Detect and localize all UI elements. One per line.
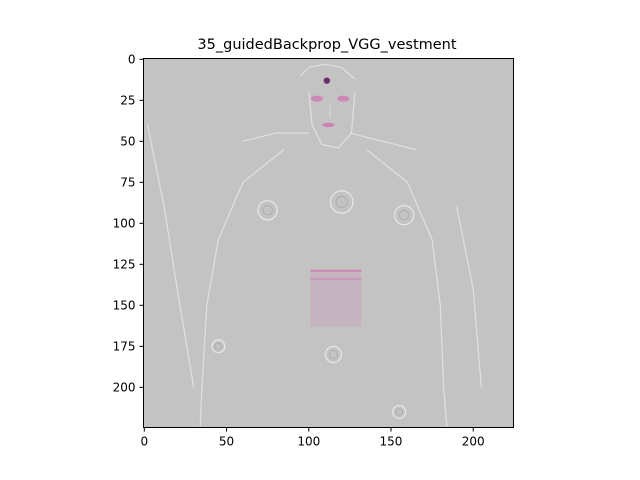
y-tick-label: 125: [113, 257, 136, 271]
y-tick-label: 100: [113, 216, 136, 230]
x-tick-label: 150: [380, 435, 403, 449]
x-tick-label: 50: [219, 435, 234, 449]
figure-title: 35_guidedBackprop_VGG_vestment: [197, 37, 456, 53]
bindi-mark: [324, 77, 330, 83]
y-tick-label: 50: [120, 134, 135, 148]
x-tick-label: 100: [297, 435, 320, 449]
left-eye: [311, 96, 323, 102]
pink-panel: [310, 269, 361, 326]
y-tick-label: 0: [128, 52, 136, 66]
y-tick-label: 200: [113, 380, 136, 394]
x-axis: 0 50 100 150 200: [141, 428, 485, 449]
image-background: [144, 59, 514, 428]
y-tick-label: 150: [113, 298, 136, 312]
y-tick-label: 25: [120, 93, 135, 107]
saliency-map-image: [144, 59, 514, 428]
right-eye: [337, 96, 349, 102]
y-axis: 0 25 50 75 100 125 150 175 200: [113, 52, 144, 394]
y-tick-label: 75: [120, 175, 135, 189]
x-tick-label: 200: [462, 435, 485, 449]
mouth: [323, 123, 335, 127]
x-tick-label: 0: [141, 435, 149, 449]
y-tick-label: 175: [113, 339, 136, 353]
